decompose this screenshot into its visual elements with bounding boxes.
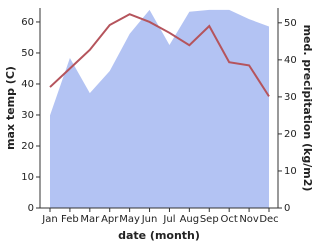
y-tick-label: 20 — [21, 141, 34, 152]
x-tick-label: Nov — [239, 214, 259, 225]
y2-tick-label: 20 — [284, 129, 297, 140]
x-tick-label: Oct — [221, 214, 238, 225]
x-tick-label: Dec — [259, 214, 278, 225]
x-tick-label: Jul — [162, 214, 175, 225]
x-tick-label: Aug — [180, 214, 200, 225]
y-tick-label: 60 — [21, 17, 34, 28]
y2-tick-label: 10 — [284, 166, 297, 177]
y2-tick-label: 30 — [284, 92, 297, 103]
x-tick-label: May — [119, 214, 140, 225]
y-tick-label: 30 — [21, 110, 34, 121]
x-axis-title: date (month) — [118, 229, 200, 242]
y2-tick-label: 0 — [284, 203, 290, 214]
y2-axis-title: med. precipitation (kg/m2) — [301, 25, 314, 192]
temperature-line — [49, 13, 270, 97]
y-tick-label: 0 — [28, 203, 34, 214]
y-axis-title: max temp (C) — [4, 66, 17, 150]
x-tick-label: Jan — [41, 214, 57, 225]
x-tick-label: Mar — [80, 214, 100, 225]
y-tick-label: 40 — [21, 79, 34, 90]
x-tick-label: Feb — [61, 214, 79, 225]
x-tick-label: Apr — [101, 214, 119, 225]
y2-tick-label: 50 — [284, 18, 297, 29]
y-tick-label: 50 — [21, 48, 34, 59]
x-tick-label: Jun — [141, 214, 158, 225]
y-tick-label: 10 — [21, 172, 34, 183]
x-tick-label: Sep — [200, 214, 219, 225]
precipitation-area — [50, 9, 269, 208]
y2-tick-label: 40 — [284, 55, 297, 66]
